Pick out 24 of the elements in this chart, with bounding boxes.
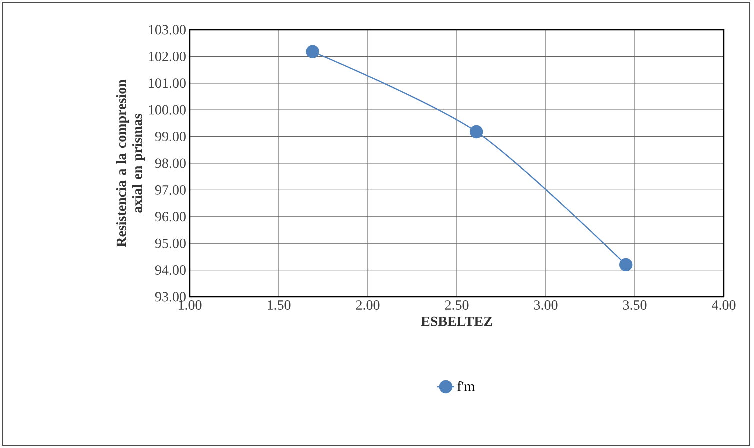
y-tick-label: 99.00: [155, 132, 186, 142]
y-axis-title: Resistencia a la compresion axial en prismas: [116, 80, 146, 248]
y-tick-label: 98.00: [155, 158, 186, 168]
point: [306, 45, 320, 58]
point: [620, 258, 633, 272]
x-tick-label: 2.50: [445, 300, 469, 310]
x-tick-label: 1.50: [268, 300, 291, 310]
x-axis-title: ESBELTEZ: [421, 316, 492, 326]
x-tick-label: 2.00: [356, 300, 380, 310]
x-tick-label: 4.00: [712, 300, 736, 310]
y-tick-label: 102.00: [149, 52, 186, 62]
y-tick-label: 96.00: [155, 212, 186, 222]
x-tick-label: 3.50: [623, 300, 647, 310]
y-tick-label: 93.00: [155, 292, 186, 302]
point: [470, 125, 484, 139]
y-tick-label: 97.00: [155, 185, 186, 195]
y-tick-label: 100.00: [149, 105, 186, 115]
y-tick-label: 101.00: [149, 78, 186, 88]
y-tick-label: 103.00: [149, 25, 186, 35]
y-tick-label: 94.00: [155, 266, 186, 276]
x-tick-label: 3.00: [534, 300, 558, 310]
x-tick-label: 1.00: [178, 300, 202, 310]
legend-label: f'm: [458, 381, 475, 392]
y-tick-label: 95.00: [155, 238, 186, 248]
